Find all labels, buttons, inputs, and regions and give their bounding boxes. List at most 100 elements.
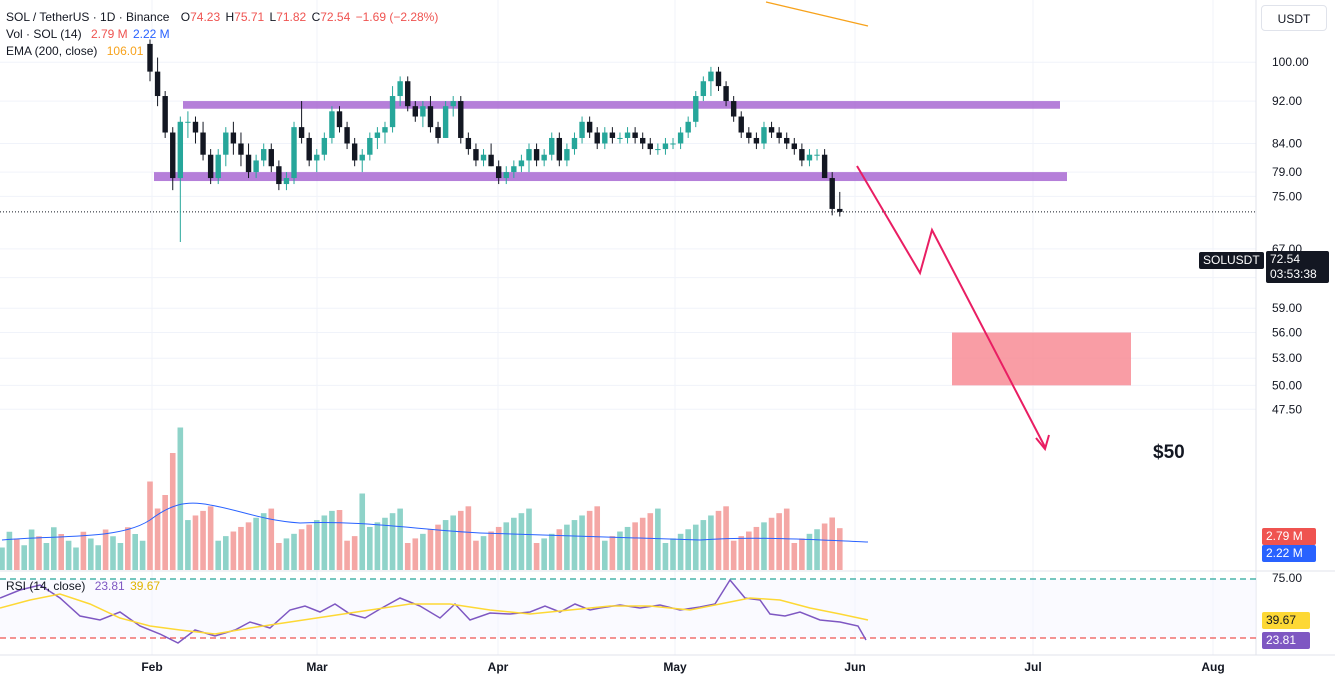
candle-body bbox=[647, 143, 653, 150]
volume-bar bbox=[125, 527, 131, 570]
volume-bar bbox=[776, 513, 782, 570]
volume-bar bbox=[245, 522, 252, 570]
candle-body bbox=[503, 172, 509, 179]
open-value: 74.23 bbox=[190, 10, 221, 24]
candle-body bbox=[397, 81, 403, 97]
volume-bar bbox=[404, 543, 411, 570]
candle-body bbox=[298, 127, 305, 138]
volume-legend: Vol · SOL (14) 2.79 M 2.22 M bbox=[6, 26, 172, 42]
time-axis-label: Apr bbox=[488, 660, 509, 674]
candle-body bbox=[586, 121, 593, 133]
volume-bar bbox=[238, 526, 244, 570]
projection-path bbox=[856, 165, 1046, 448]
volume-bar bbox=[88, 538, 94, 570]
time-axis-label: Aug bbox=[1201, 660, 1224, 674]
volume-bar bbox=[632, 522, 638, 570]
volume-bar bbox=[836, 528, 843, 570]
candle-body bbox=[336, 111, 343, 128]
candle-body bbox=[223, 132, 229, 155]
volume-bar bbox=[0, 547, 5, 570]
volume-bar bbox=[457, 510, 464, 570]
volume-bar bbox=[6, 531, 13, 570]
candle-body bbox=[579, 121, 585, 138]
zone-resistance bbox=[183, 101, 1060, 109]
volume-bar bbox=[162, 495, 168, 570]
candle-body bbox=[776, 132, 782, 138]
bar-countdown: 03:53:38 bbox=[1270, 267, 1317, 281]
close-value: 72.54 bbox=[320, 10, 351, 24]
candle-body bbox=[715, 71, 722, 87]
candle-body bbox=[344, 127, 350, 144]
volume-bar bbox=[639, 517, 646, 570]
candle-body bbox=[829, 178, 835, 209]
candle-body bbox=[374, 132, 381, 138]
volume-bar bbox=[624, 526, 631, 570]
volume-bar bbox=[708, 515, 714, 570]
rsi-band bbox=[0, 579, 1256, 638]
candle-body bbox=[276, 166, 282, 185]
volume-bar bbox=[761, 522, 767, 570]
candle-body bbox=[602, 132, 608, 144]
volume-bar bbox=[662, 543, 669, 570]
volume-bar bbox=[556, 529, 563, 570]
volume-bar bbox=[95, 545, 101, 570]
volume-bar bbox=[685, 529, 691, 570]
volume-bar bbox=[799, 538, 805, 570]
volume-bar bbox=[139, 540, 146, 570]
currency-button[interactable]: USDT bbox=[1261, 5, 1327, 31]
rsi-ma-line bbox=[0, 593, 869, 635]
current-price-value: 72.54 bbox=[1270, 252, 1301, 266]
candle-body bbox=[162, 96, 168, 133]
candle-body bbox=[435, 127, 441, 138]
projection-arrowhead bbox=[1035, 434, 1050, 452]
candle-body bbox=[389, 96, 396, 128]
volume-bar bbox=[814, 529, 820, 570]
volume-bar bbox=[43, 543, 50, 570]
candle-body bbox=[526, 149, 532, 161]
volume-bar bbox=[192, 515, 199, 570]
price-axis-label: 79.00 bbox=[1272, 165, 1302, 179]
open-label: O bbox=[180, 10, 191, 24]
volume-legend-label: Vol · SOL (14) bbox=[6, 27, 82, 41]
candle-body bbox=[283, 178, 290, 185]
candle-body bbox=[624, 132, 631, 138]
candle-body bbox=[329, 111, 335, 138]
volume-bar bbox=[276, 543, 282, 570]
volume-bar bbox=[253, 517, 259, 570]
candle-body bbox=[541, 154, 547, 161]
volume-bar bbox=[80, 531, 87, 570]
candle-body bbox=[730, 101, 737, 117]
candle-body bbox=[192, 121, 199, 133]
volume-bar bbox=[412, 538, 419, 570]
volume-bar bbox=[185, 520, 191, 570]
volume-bar bbox=[147, 481, 153, 570]
volume-bar bbox=[420, 533, 426, 570]
volume-bar bbox=[283, 538, 290, 570]
volume-bar bbox=[511, 517, 517, 570]
price-axis-label: 50.00 bbox=[1272, 378, 1302, 392]
rsi-legend-value: 23.81 bbox=[94, 579, 125, 593]
volume-ma-line bbox=[1, 502, 869, 543]
candle-body bbox=[511, 166, 517, 173]
candle-body bbox=[306, 137, 312, 161]
time-axis-label: Jun bbox=[844, 660, 865, 674]
candle-body bbox=[708, 71, 714, 82]
rsi-ma-tag: 39.67 bbox=[1262, 612, 1310, 629]
volume-bar bbox=[367, 526, 373, 570]
volume-bar bbox=[442, 520, 449, 570]
candle-body bbox=[215, 154, 221, 179]
volume-bar bbox=[533, 543, 540, 570]
candle-body bbox=[200, 132, 206, 155]
volume-bar bbox=[36, 536, 42, 570]
candle-body bbox=[268, 149, 274, 167]
volume-bar bbox=[427, 529, 434, 570]
volume-bar bbox=[215, 540, 222, 570]
volume-bar bbox=[177, 427, 184, 570]
candle-body bbox=[784, 137, 790, 144]
volume-bar bbox=[154, 508, 161, 570]
volume-bar bbox=[617, 531, 623, 570]
volume-bar bbox=[291, 533, 297, 570]
candle-body bbox=[207, 154, 214, 179]
current-symbol-tag: SOLUSDT bbox=[1199, 252, 1264, 269]
